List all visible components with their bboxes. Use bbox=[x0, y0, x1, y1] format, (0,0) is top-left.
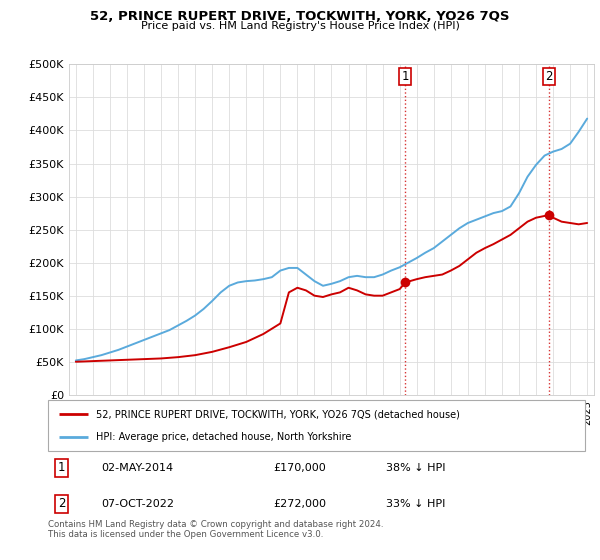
Text: Contains HM Land Registry data © Crown copyright and database right 2024.
This d: Contains HM Land Registry data © Crown c… bbox=[48, 520, 383, 539]
Text: 02-MAY-2014: 02-MAY-2014 bbox=[102, 463, 174, 473]
Text: 2: 2 bbox=[58, 497, 65, 510]
Text: 38% ↓ HPI: 38% ↓ HPI bbox=[386, 463, 446, 473]
Text: 52, PRINCE RUPERT DRIVE, TOCKWITH, YORK, YO26 7QS (detached house): 52, PRINCE RUPERT DRIVE, TOCKWITH, YORK,… bbox=[97, 409, 460, 419]
Text: Price paid vs. HM Land Registry's House Price Index (HPI): Price paid vs. HM Land Registry's House … bbox=[140, 21, 460, 31]
FancyBboxPatch shape bbox=[48, 400, 585, 451]
Text: 1: 1 bbox=[401, 69, 409, 83]
Text: £272,000: £272,000 bbox=[274, 499, 326, 509]
Text: 1: 1 bbox=[58, 461, 65, 474]
Text: 07-OCT-2022: 07-OCT-2022 bbox=[102, 499, 175, 509]
Text: £170,000: £170,000 bbox=[274, 463, 326, 473]
Text: 52, PRINCE RUPERT DRIVE, TOCKWITH, YORK, YO26 7QS: 52, PRINCE RUPERT DRIVE, TOCKWITH, YORK,… bbox=[90, 10, 510, 22]
Text: 33% ↓ HPI: 33% ↓ HPI bbox=[386, 499, 446, 509]
Text: HPI: Average price, detached house, North Yorkshire: HPI: Average price, detached house, Nort… bbox=[97, 432, 352, 442]
Text: 2: 2 bbox=[545, 69, 553, 83]
